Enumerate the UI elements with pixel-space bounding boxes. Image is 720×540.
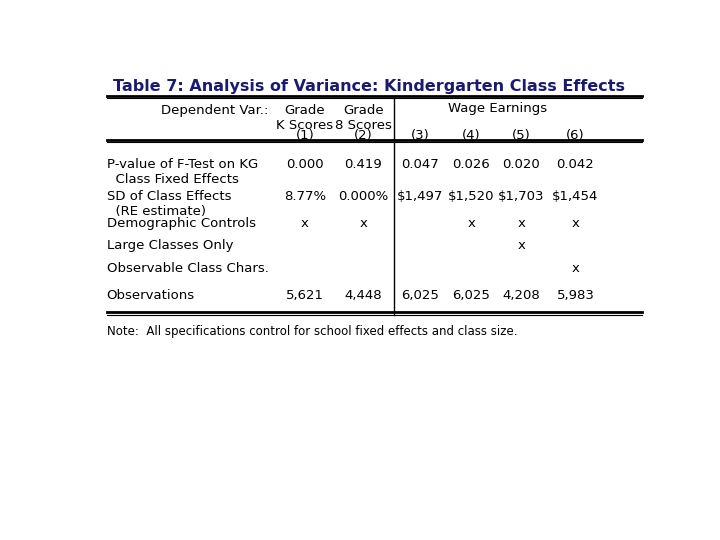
Text: 0.020: 0.020 xyxy=(503,158,540,171)
Text: 6,025: 6,025 xyxy=(452,289,490,302)
Text: P-value of F-Test on KG
  Class Fixed Effects: P-value of F-Test on KG Class Fixed Effe… xyxy=(107,158,258,186)
Text: Wage Earnings: Wage Earnings xyxy=(449,102,547,115)
Text: $1,703: $1,703 xyxy=(498,190,544,202)
Text: 6,025: 6,025 xyxy=(401,289,439,302)
Text: 0.042: 0.042 xyxy=(557,158,594,171)
Text: $1,520: $1,520 xyxy=(448,190,495,202)
Text: SD of Class Effects
  (RE estimate): SD of Class Effects (RE estimate) xyxy=(107,190,231,218)
Text: 0.000: 0.000 xyxy=(286,158,324,171)
Text: (3): (3) xyxy=(411,129,430,142)
Text: (6): (6) xyxy=(566,129,585,142)
Text: Table 7: Analysis of Variance: Kindergarten Class Effects: Table 7: Analysis of Variance: Kindergar… xyxy=(113,79,625,94)
Text: Dependent Var.:: Dependent Var.: xyxy=(161,104,269,117)
Text: Demographic Controls: Demographic Controls xyxy=(107,217,256,230)
Text: 5,621: 5,621 xyxy=(286,289,324,302)
Text: 5,983: 5,983 xyxy=(557,289,595,302)
Text: x: x xyxy=(359,217,367,230)
Text: Observations: Observations xyxy=(107,289,195,302)
Text: 4,208: 4,208 xyxy=(503,289,540,302)
Text: x: x xyxy=(518,217,526,230)
Text: x: x xyxy=(518,239,526,252)
Text: 8.77%: 8.77% xyxy=(284,190,326,202)
Text: 0.047: 0.047 xyxy=(402,158,439,171)
Text: x: x xyxy=(572,262,580,275)
Text: (1): (1) xyxy=(295,129,314,142)
Text: 4,448: 4,448 xyxy=(345,289,382,302)
Text: 0.419: 0.419 xyxy=(345,158,382,171)
Text: Grade
K Scores: Grade K Scores xyxy=(276,104,333,132)
Text: 0.000%: 0.000% xyxy=(338,190,389,202)
Text: $1,454: $1,454 xyxy=(552,190,598,202)
Text: x: x xyxy=(572,217,580,230)
Text: Note:  All specifications control for school fixed effects and class size.: Note: All specifications control for sch… xyxy=(107,325,517,338)
Text: x: x xyxy=(301,217,309,230)
Text: Grade
8 Scores: Grade 8 Scores xyxy=(335,104,392,132)
Text: Large Classes Only: Large Classes Only xyxy=(107,239,233,252)
Text: x: x xyxy=(467,217,475,230)
Text: Observable Class Chars.: Observable Class Chars. xyxy=(107,262,269,275)
Text: 0.026: 0.026 xyxy=(452,158,490,171)
Text: (2): (2) xyxy=(354,129,373,142)
Text: (4): (4) xyxy=(462,129,480,142)
Text: (5): (5) xyxy=(512,129,531,142)
Text: $1,497: $1,497 xyxy=(397,190,444,202)
